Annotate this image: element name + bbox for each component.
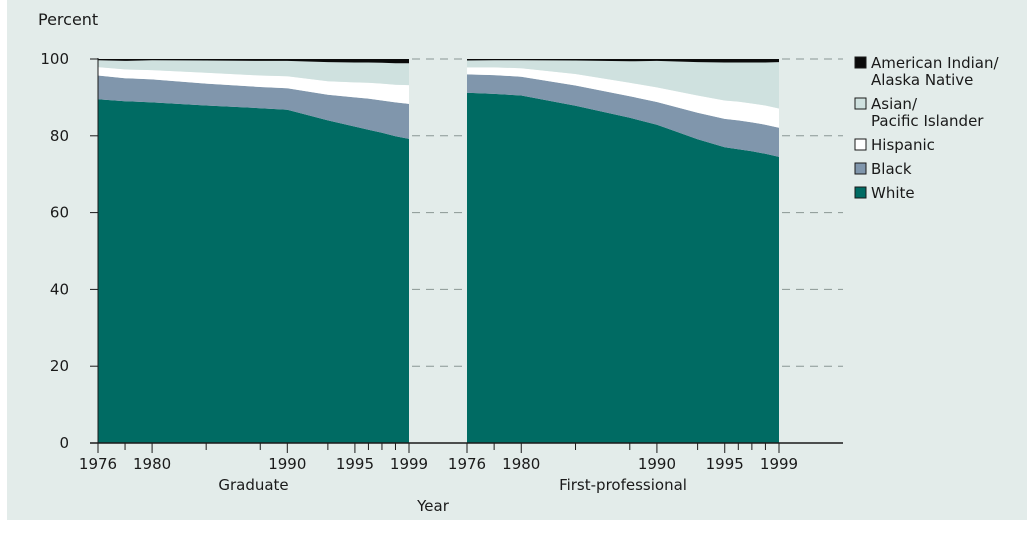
y-tick-label: 80 [50, 127, 69, 145]
x-tick-label-graduate: 1980 [133, 455, 171, 473]
area-first-professional-american-indian-alaska-native [467, 59, 779, 63]
legend-swatch-asian-pacific-islander [854, 97, 867, 110]
area-graduate-hispanic [98, 67, 409, 104]
chart-svg: Percent 1976 1980 1990 1995 1999Graduate1976… [38, 10, 999, 515]
y-tick-label: 0 [59, 434, 69, 452]
area-graduate-black [98, 75, 409, 139]
x-axis-title: Year [416, 497, 450, 515]
chart-panel: Percent 1976 1980 1990 1995 1999 Graduate 1976… [7, 0, 1027, 520]
legend-label-american-indian-alaska-native: American Indian/ [871, 54, 999, 72]
area-first-professional-white [467, 92, 779, 444]
legend-swatch-black [854, 162, 867, 175]
area-graduate-asian-pacific-islander [98, 60, 409, 86]
y-tick-label: 20 [50, 357, 69, 375]
y-tick-label: 100 [40, 50, 69, 68]
legend-label-asian-pacific-islander: Pacific Islander [871, 112, 984, 130]
axes: 1976 1980 1990 1995 1999 Graduate 1976 1980 1990… [40, 50, 843, 494]
legend-label-asian-pacific-islander: Asian/ [871, 95, 918, 113]
y-tick-label: 60 [50, 204, 69, 222]
panel-label-graduate: Graduate [218, 476, 288, 494]
legend-swatch-hispanic [854, 138, 867, 151]
area-graduate-american-indian-alaska-native [98, 59, 409, 64]
legend-label-black: Black [871, 160, 912, 178]
panel-label-first-professional: First-professional [559, 476, 687, 494]
x-tick-label-first-professional: 1980 [502, 455, 540, 473]
x-tick-label-first-professional: 1999 [760, 455, 798, 473]
y-tick-label: 40 [50, 280, 69, 298]
legend-label-american-indian-alaska-native: Alaska Native [871, 71, 973, 89]
y-axis-title: Percent [38, 10, 98, 29]
x-tick-label-first-professional: 1976 [448, 455, 486, 473]
area-graduate-white [98, 99, 409, 444]
x-tick-label-graduate: 1999 [390, 455, 428, 473]
area-first-professional-hispanic [467, 67, 779, 128]
x-tick-label-first-professional: 1990 [638, 455, 676, 473]
plot-areas [98, 59, 779, 444]
legend-label-hispanic: Hispanic [871, 136, 935, 154]
area-first-professional-black [467, 74, 779, 157]
x-tick-label-graduate: 1990 [268, 455, 306, 473]
area-first-professional-asian-pacific-islander [467, 60, 779, 109]
x-tick-label-first-professional: 1995 [706, 455, 744, 473]
x-tick-label-graduate: 1976 [79, 455, 117, 473]
legend-label-white: White [871, 184, 915, 202]
x-tick-label-graduate: 1995 [336, 455, 374, 473]
legend-swatch-white [854, 186, 867, 199]
legend: American Indian/Alaska Native Asian/Pacif… [854, 54, 999, 202]
legend-swatch-american-indian-alaska-native [854, 56, 867, 69]
